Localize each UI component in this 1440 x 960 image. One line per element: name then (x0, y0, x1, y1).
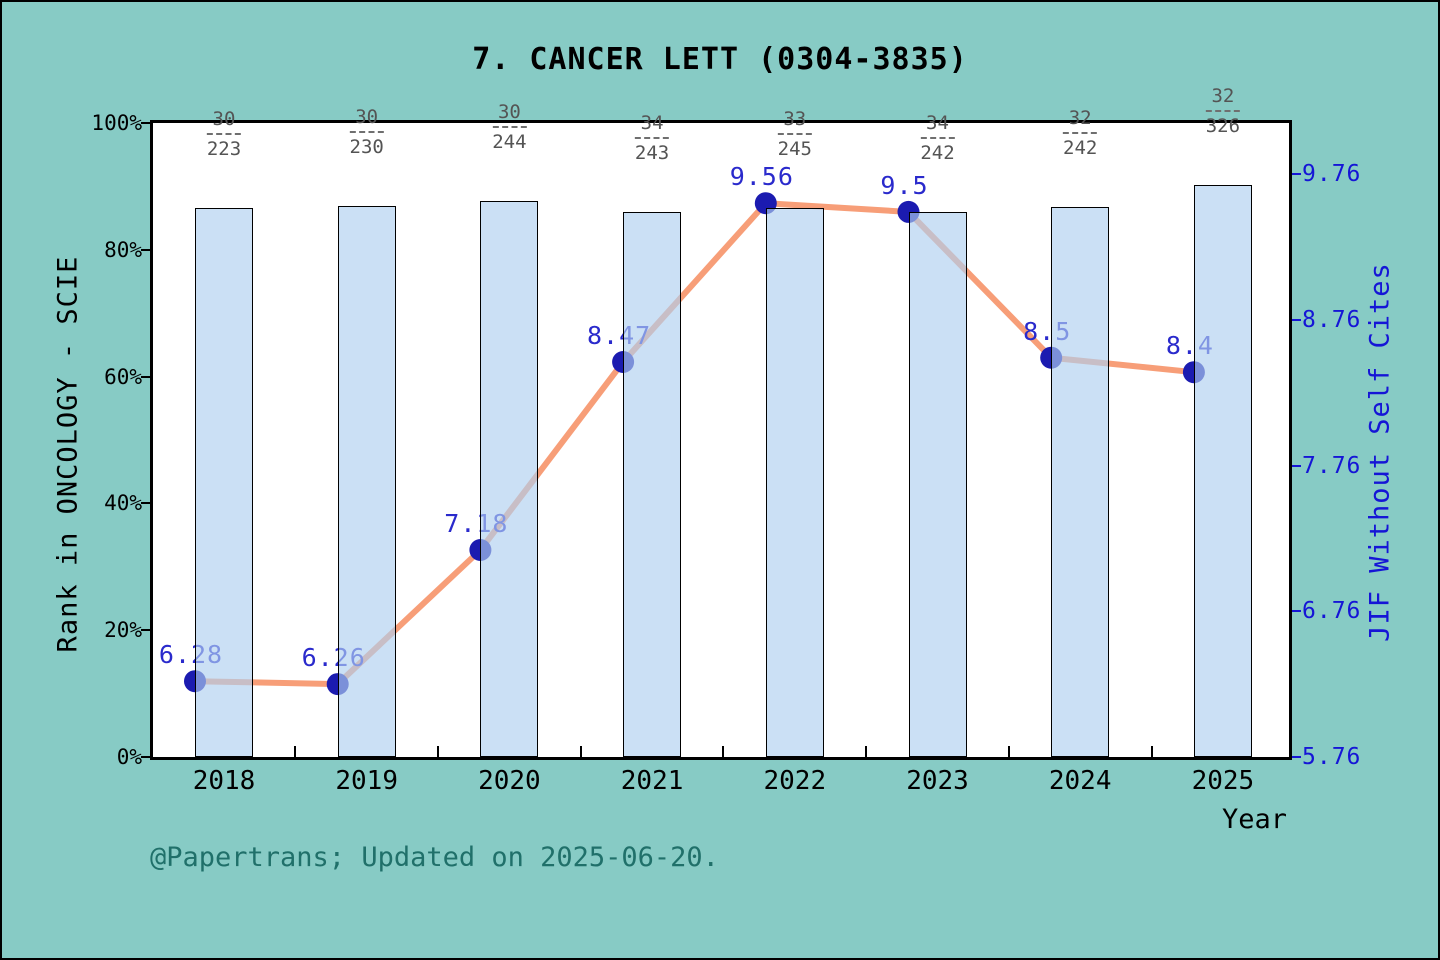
right-axis-title: JIF Without Self Cites (1364, 262, 1396, 642)
left-axis-tick-label: 80% (104, 237, 142, 262)
x-axis-title: Year (1222, 804, 1288, 835)
year-tick-label: 2025 (1191, 766, 1255, 796)
rank-percentile-bar (1051, 206, 1110, 757)
rank-fraction-label: 33 245 (778, 108, 812, 160)
rank-fraction-label: 32 326 (1206, 85, 1240, 137)
fraction-denominator: 223 (206, 138, 242, 161)
fraction-numerator: 30 (355, 105, 379, 128)
fraction-denominator: 326 (1205, 115, 1241, 138)
x-minor-tick (579, 746, 582, 757)
rank-fraction-label: 30 230 (350, 106, 384, 158)
rank-fraction-label: 30 244 (492, 101, 526, 153)
rank-percentile-bar (765, 208, 824, 757)
fraction-denominator: 230 (349, 135, 384, 158)
fraction-numerator: 30 (212, 108, 236, 131)
left-axis-tick-mark (141, 756, 150, 758)
right-axis-tick-mark (1292, 173, 1301, 175)
right-axis-tick-label: 8.76 (1302, 306, 1362, 333)
rank-percentile-bar (908, 212, 967, 757)
fraction-numerator: 32 (1068, 106, 1092, 129)
year-tick-label: 2021 (620, 766, 684, 796)
rank-fraction-label: 32 242 (1063, 107, 1097, 159)
right-axis-tick-label: 9.76 (1302, 161, 1362, 187)
right-axis-tick-label: 7.76 (1302, 452, 1362, 479)
left-axis-tick-label: 20% (104, 618, 142, 643)
right-axis-tick-label: 5.76 (1302, 744, 1362, 770)
fraction-bar-icon (349, 130, 384, 133)
fraction-numerator: 33 (783, 108, 807, 131)
watermark-caption: @Papertrans; Updated on 2025-06-20. (150, 842, 719, 873)
chart-title: 7. CANCER LETT (0304-3835) (472, 42, 968, 77)
left-axis-tick-mark (141, 629, 150, 632)
left-axis-tick-mark (141, 375, 150, 378)
x-minor-tick (722, 746, 725, 757)
year-tick-label: 2023 (906, 766, 969, 796)
plot-area: 6.28 6.26 7.18 8.47 9.56 9.5 8.5 8.4 30 223 30 230 3… (150, 85, 1292, 760)
right-axis-tick-mark (1292, 756, 1301, 758)
fraction-bar-icon (635, 136, 670, 139)
x-minor-tick (1007, 746, 1010, 757)
x-minor-tick (865, 746, 868, 757)
fraction-numerator: 34 (640, 111, 664, 134)
fraction-numerator: 34 (926, 112, 949, 135)
year-tick-label: 2022 (763, 766, 827, 796)
rank-fraction-label: 34 243 (635, 112, 669, 164)
fraction-denominator: 242 (920, 142, 955, 165)
rank-percentile-bar (623, 211, 682, 757)
year-tick-label: 2018 (192, 766, 256, 796)
fraction-bar-icon (1063, 131, 1098, 134)
right-axis-tick-mark (1292, 464, 1301, 467)
left-axis-tick-mark (141, 248, 150, 251)
year-tick-label: 2024 (1048, 766, 1112, 796)
fraction-bar-icon (777, 133, 812, 136)
right-axis-tick-mark (1292, 318, 1301, 321)
fraction-bar-icon (920, 137, 955, 140)
fraction-bar-icon (1205, 110, 1240, 113)
fraction-bar-icon (206, 133, 241, 136)
left-axis-tick-mark (141, 122, 150, 124)
fraction-denominator: 243 (634, 141, 670, 164)
right-axis-tick-label: 6.76 (1302, 598, 1362, 625)
left-axis-tick-label: 40% (104, 491, 142, 516)
jif-value-label: 9.56 (729, 162, 794, 192)
year-tick-label: 2019 (335, 766, 398, 796)
fraction-denominator: 245 (777, 138, 812, 161)
x-minor-tick (437, 746, 440, 757)
rank-fraction-label: 34 242 (920, 112, 954, 164)
left-axis-tick-label: 60% (104, 364, 142, 389)
fraction-bar-icon (492, 125, 527, 128)
year-tick-label: 2020 (478, 766, 541, 796)
left-axis-tick-label: 100% (91, 111, 142, 135)
left-axis-tick-label: 0% (116, 745, 142, 769)
x-minor-tick (1150, 746, 1153, 757)
rank-percentile-bar (480, 201, 539, 757)
fraction-denominator: 242 (1063, 136, 1098, 159)
jif-value-label: 9.5 (880, 170, 929, 200)
right-axis-tick-mark (1292, 610, 1301, 613)
fraction-denominator: 244 (492, 130, 527, 153)
rank-fraction-label: 30 223 (207, 108, 241, 160)
left-axis-tick-mark (141, 502, 150, 505)
rank-percentile-bar (1193, 185, 1252, 757)
x-minor-tick (294, 746, 297, 757)
fraction-numerator: 30 (497, 100, 521, 123)
fraction-numerator: 32 (1211, 85, 1235, 108)
left-axis-title: Rank in ONCOLOGY - SCIE (52, 255, 84, 653)
rank-percentile-bar (337, 205, 396, 757)
rank-percentile-bar (195, 208, 253, 757)
